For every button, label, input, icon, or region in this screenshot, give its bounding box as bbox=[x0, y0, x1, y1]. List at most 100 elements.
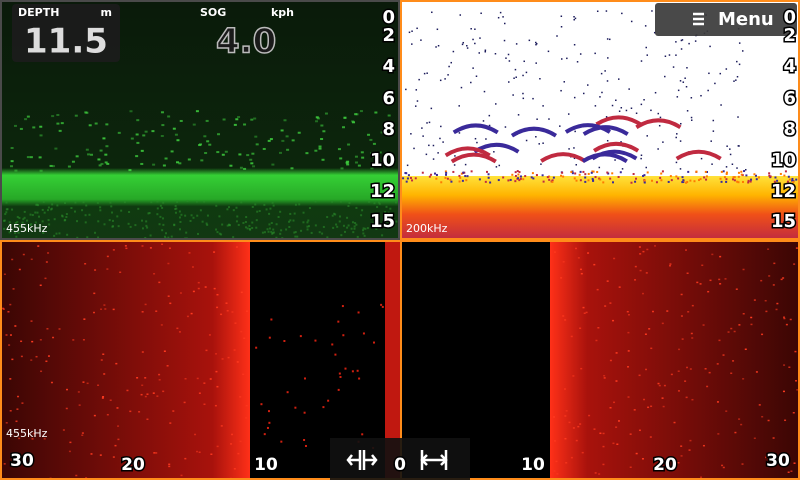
speckle bbox=[279, 232, 282, 235]
speckle bbox=[606, 38, 609, 40]
speckle bbox=[389, 224, 392, 227]
speckle bbox=[327, 399, 330, 402]
speckle bbox=[782, 390, 785, 393]
speckle bbox=[661, 397, 664, 399]
speckle bbox=[782, 277, 785, 279]
speckle bbox=[485, 170, 488, 173]
speckle bbox=[112, 225, 115, 228]
speckle bbox=[195, 110, 199, 113]
speckle bbox=[34, 221, 37, 224]
speckle bbox=[234, 322, 237, 324]
speckle bbox=[104, 161, 108, 164]
speckle bbox=[784, 170, 787, 173]
speckle bbox=[627, 350, 630, 352]
speckle bbox=[472, 67, 474, 69]
speckle bbox=[334, 353, 337, 356]
speckle bbox=[117, 131, 121, 134]
speckle bbox=[682, 81, 685, 83]
speckle bbox=[11, 358, 14, 361]
speckle bbox=[718, 278, 721, 281]
speckle bbox=[651, 10, 653, 12]
speckle bbox=[251, 226, 254, 229]
speckle bbox=[474, 28, 476, 30]
speckle bbox=[360, 214, 363, 217]
zoom-out-icon[interactable] bbox=[420, 450, 448, 470]
speckle bbox=[570, 335, 573, 338]
speckle bbox=[524, 175, 527, 178]
speckle bbox=[41, 220, 44, 223]
speckle bbox=[705, 178, 708, 181]
speckle bbox=[420, 39, 422, 41]
speckle bbox=[738, 418, 741, 420]
speckle bbox=[726, 145, 728, 147]
speckle bbox=[579, 179, 582, 182]
speckle bbox=[355, 206, 358, 209]
speckle bbox=[627, 366, 630, 368]
speckle bbox=[156, 213, 159, 216]
speckle bbox=[199, 209, 202, 212]
speckle bbox=[517, 177, 520, 180]
speckle bbox=[415, 89, 418, 91]
menu-button[interactable]: Menu bbox=[655, 3, 797, 36]
speckle bbox=[686, 181, 689, 184]
speckle bbox=[643, 181, 646, 184]
speckle bbox=[423, 72, 426, 75]
speckle bbox=[302, 211, 305, 214]
speckle bbox=[769, 175, 772, 178]
speckle bbox=[704, 170, 707, 173]
speckle bbox=[337, 320, 340, 323]
speckle bbox=[69, 441, 72, 444]
speckle bbox=[270, 230, 273, 233]
speckle bbox=[621, 168, 624, 170]
speckle bbox=[314, 224, 317, 227]
speckle bbox=[117, 425, 120, 427]
menu-label[interactable]: Menu bbox=[718, 9, 774, 30]
speckle bbox=[169, 422, 172, 424]
speckle bbox=[192, 123, 196, 126]
speckle bbox=[795, 380, 798, 382]
speckle bbox=[346, 216, 349, 219]
speckle bbox=[184, 214, 187, 217]
speckle bbox=[152, 392, 155, 394]
speckle bbox=[280, 229, 283, 232]
speckle bbox=[141, 219, 144, 222]
speckle bbox=[166, 365, 169, 367]
speckle bbox=[4, 213, 7, 216]
speckle bbox=[643, 398, 646, 401]
speckle bbox=[489, 181, 492, 184]
speckle bbox=[783, 316, 786, 318]
speckle bbox=[355, 223, 358, 226]
range-label: 30 bbox=[10, 451, 34, 471]
speckle bbox=[791, 177, 794, 180]
speckle bbox=[611, 104, 614, 107]
speckle bbox=[582, 306, 585, 309]
speckle bbox=[35, 355, 38, 358]
speckle bbox=[62, 429, 65, 431]
speckle bbox=[535, 43, 537, 46]
speckle bbox=[167, 295, 170, 297]
speckle bbox=[582, 170, 585, 173]
speckle bbox=[178, 331, 181, 333]
speckle bbox=[23, 210, 26, 213]
range-control[interactable] bbox=[330, 438, 470, 480]
speckle bbox=[767, 248, 770, 250]
speckle bbox=[196, 377, 199, 380]
menu-button-bg[interactable] bbox=[655, 3, 797, 36]
speckle bbox=[39, 125, 43, 128]
speckle bbox=[410, 133, 412, 135]
speckle bbox=[11, 208, 14, 211]
speckle bbox=[50, 208, 53, 211]
zoom-in-icon[interactable] bbox=[346, 450, 378, 470]
fish-arch bbox=[591, 149, 638, 161]
speckle bbox=[145, 224, 148, 227]
speckle bbox=[146, 393, 149, 395]
speckle bbox=[354, 161, 358, 164]
speckle bbox=[602, 181, 605, 184]
speckle bbox=[499, 11, 502, 14]
speckle bbox=[322, 406, 325, 409]
speckle bbox=[458, 105, 460, 107]
speckle bbox=[268, 421, 271, 424]
speckle bbox=[156, 200, 159, 203]
speckle bbox=[568, 148, 570, 150]
speckle bbox=[445, 171, 448, 174]
